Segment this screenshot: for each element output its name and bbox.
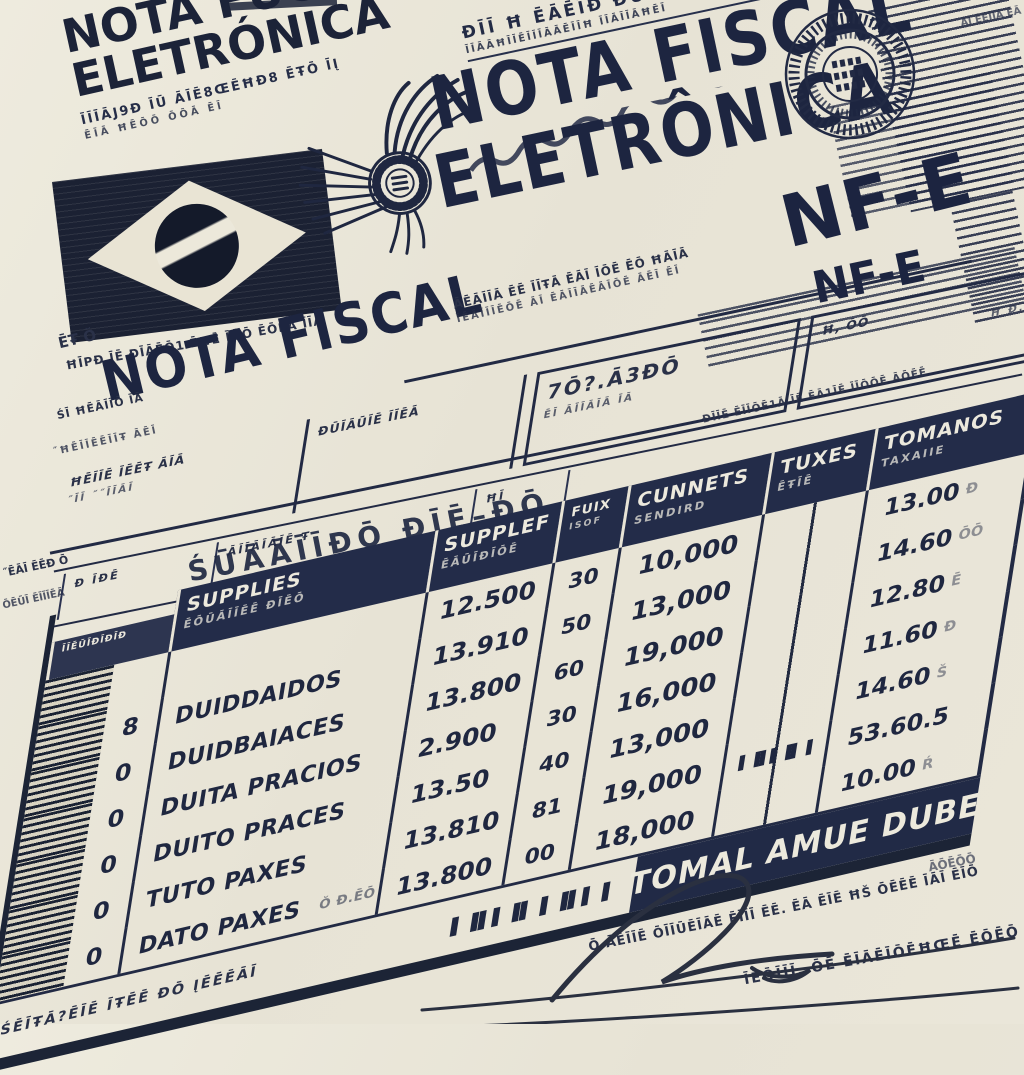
form-cell: 7Ō?.Ā3ĐŌ ĒĪ ĀĪĪĀĪĀ ĪĀ xyxy=(522,318,802,467)
garbled-text: ŚĪ ĦĒĀĪĪŌ ĪĀ xyxy=(55,390,145,423)
signature-scribble xyxy=(420,873,1020,1024)
page-title: NOTA FISCAL ELETRÔNICA xyxy=(423,0,1019,227)
rosette-seal-icon xyxy=(784,8,916,140)
garbled-text: ŌĒŪĪ ĒĪĪĪĒĀ xyxy=(1,587,66,612)
winged-crest-emblem-icon xyxy=(298,73,476,255)
garbled-text: ĒŦ Ŏ xyxy=(56,325,98,353)
